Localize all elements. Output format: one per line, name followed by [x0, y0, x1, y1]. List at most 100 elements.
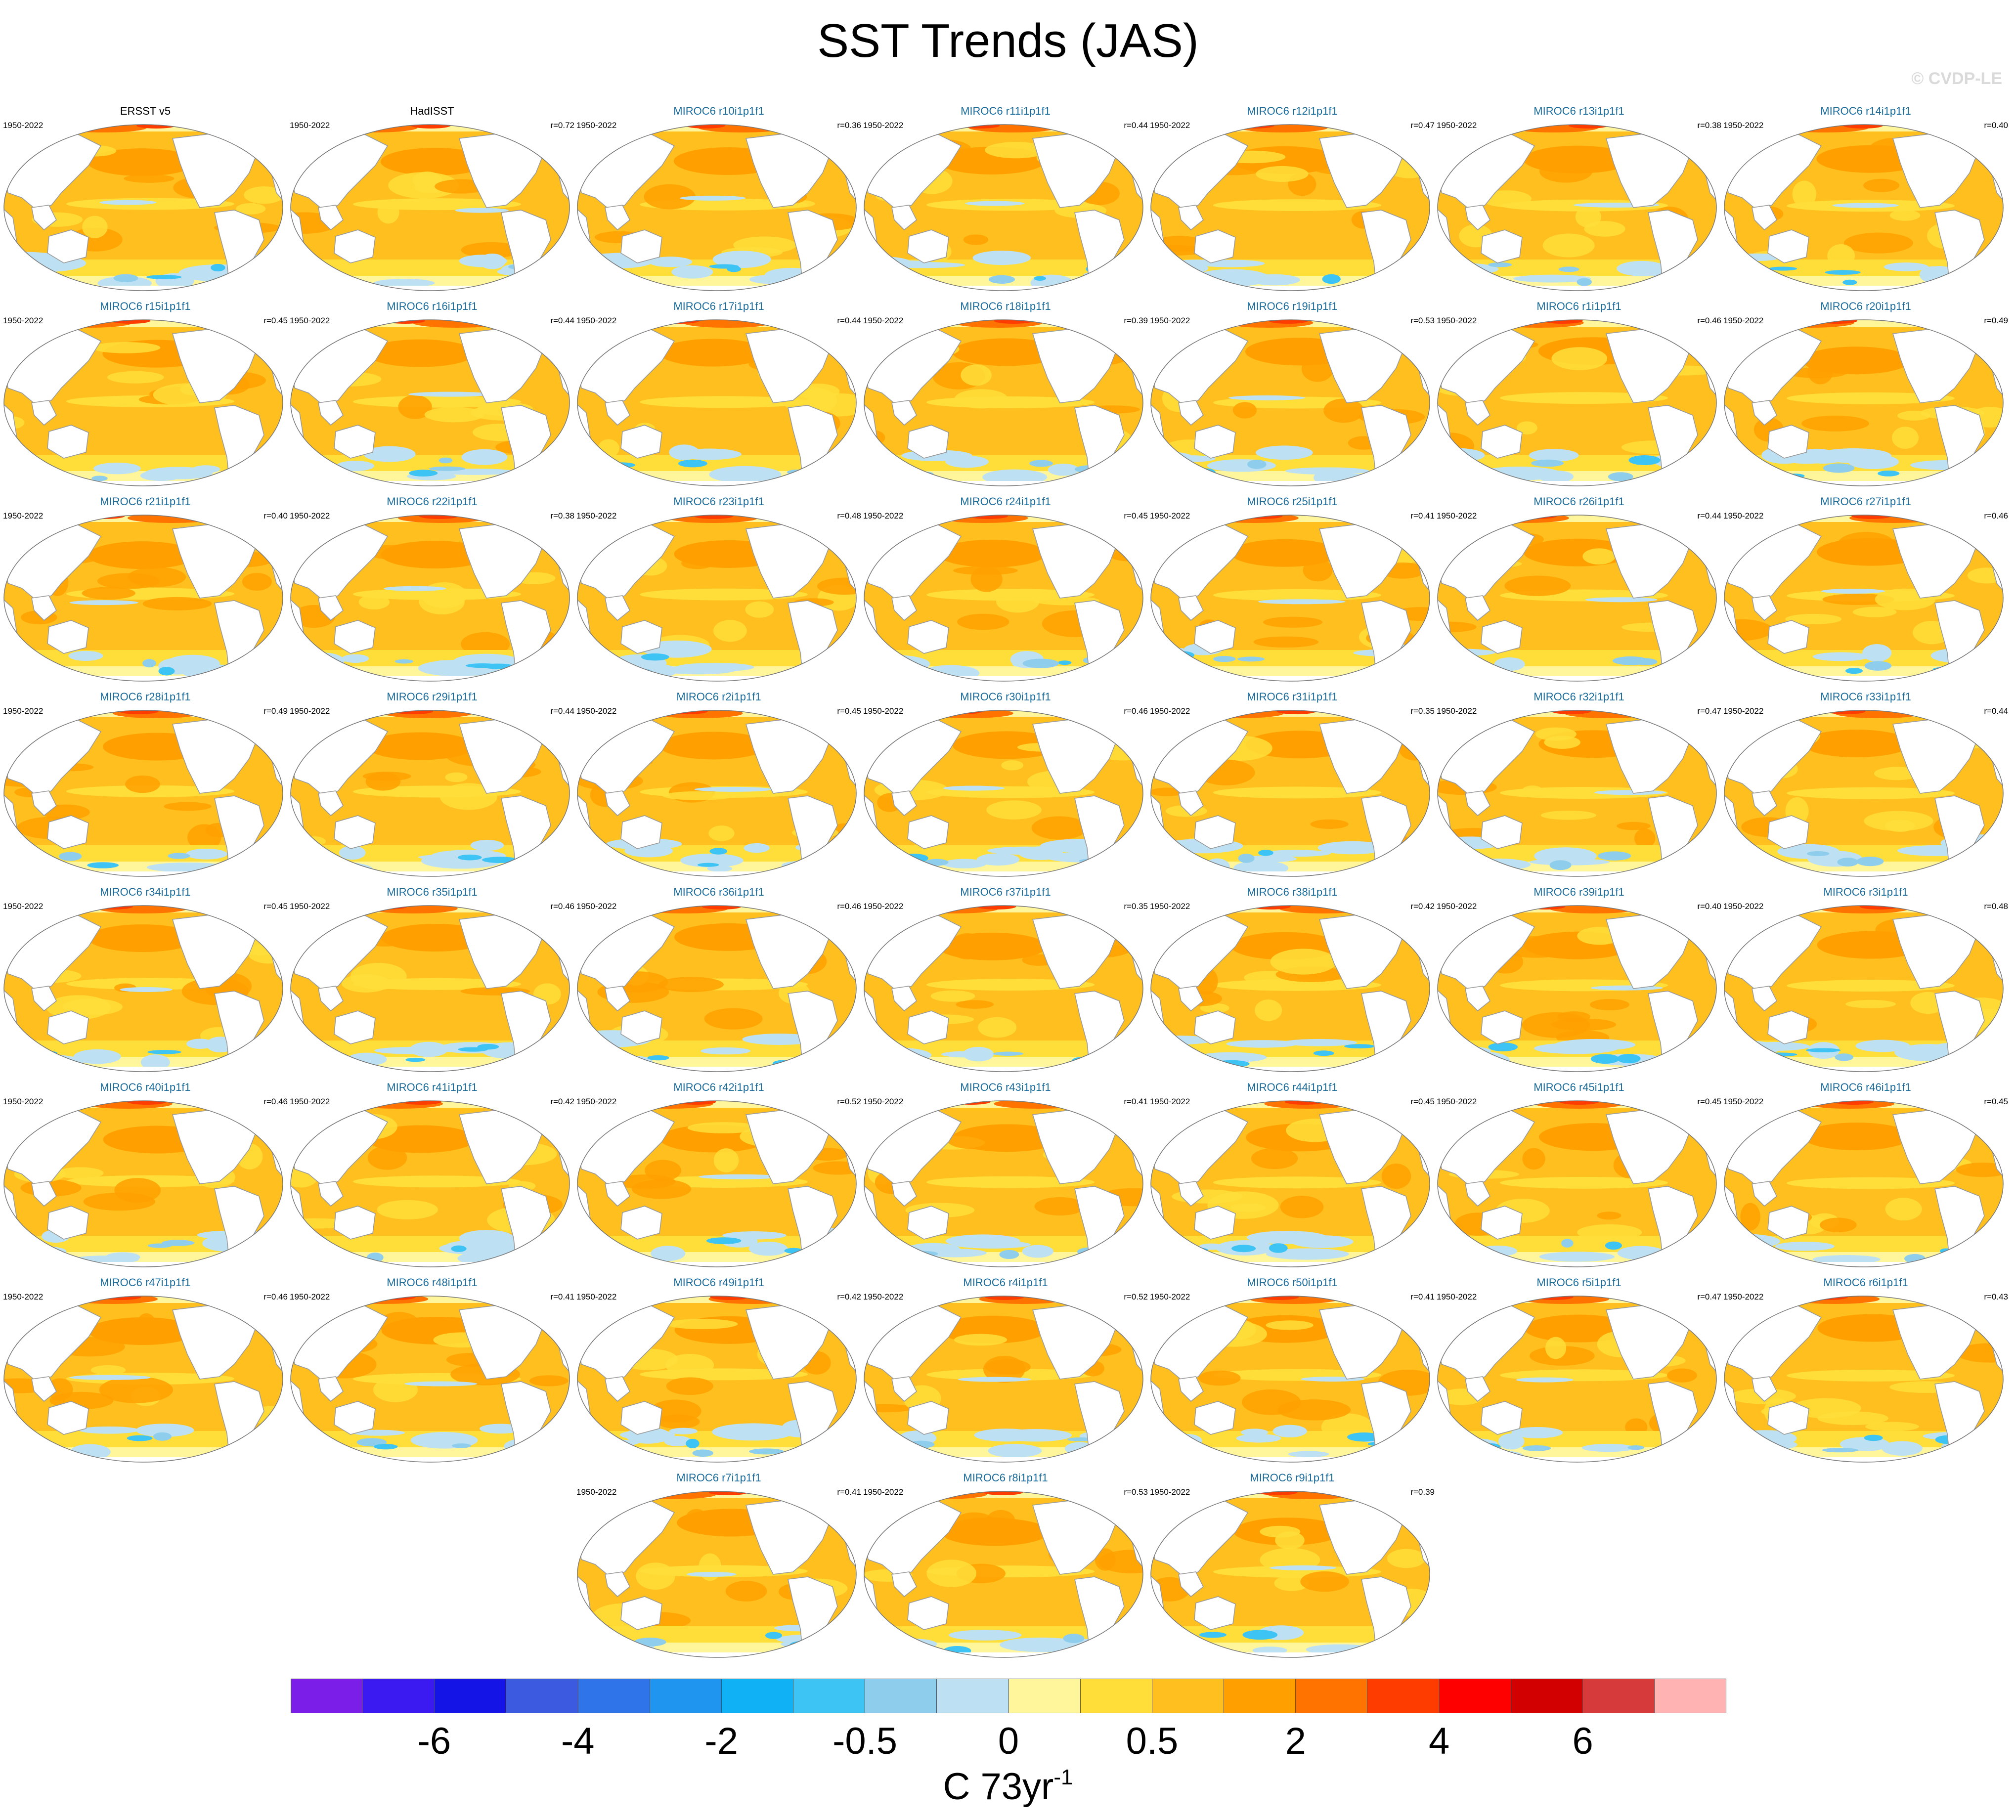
panel-title: MIROC6 r16i1p1f1 [387, 300, 478, 312]
panel-title: MIROC6 r11i1p1f1 [961, 105, 1051, 117]
map-panel: MIROC6 r30i1p1f1 1950-2022 r=0.46 [862, 690, 1149, 880]
sst-trend-map [290, 905, 570, 1072]
panel-correlation: r=0.41 [550, 1292, 574, 1301]
sst-trend-map [1150, 319, 1430, 486]
panel-correlation: r=0.49 [263, 706, 288, 716]
sst-trend-map [577, 515, 857, 682]
panel-correlation: r=0.35 [1410, 706, 1435, 716]
sst-trend-map [3, 124, 283, 291]
panel-title: MIROC6 r49i1p1f1 [673, 1276, 764, 1289]
map-panel: MIROC6 r19i1p1f1 1950-2022 r=0.53 [1149, 299, 1436, 490]
panel-correlation: r=0.36 [837, 121, 861, 130]
panel-period: 1950-2022 [3, 121, 44, 130]
colorbar-swatch [650, 1679, 722, 1713]
panel-correlation: r=0.43 [1984, 1292, 2008, 1301]
map-panel: MIROC6 r50i1p1f1 1950-2022 r=0.41 [1149, 1275, 1436, 1466]
map-panel: MIROC6 r31i1p1f1 1950-2022 r=0.35 [1149, 690, 1436, 880]
panel-title: MIROC6 r39i1p1f1 [1534, 886, 1624, 898]
sst-trend-map [1437, 1296, 1717, 1463]
panel-correlation: r=0.41 [1410, 1292, 1435, 1301]
map-panel: HadISST 1950-2022 r=0.72 [289, 104, 575, 295]
panel-title: MIROC6 r12i1p1f1 [1247, 105, 1338, 117]
panel-period: 1950-2022 [1723, 316, 1764, 325]
panel-correlation: r=0.48 [837, 511, 861, 520]
map-panel: MIROC6 r39i1p1f1 1950-2022 r=0.40 [1436, 885, 1722, 1076]
panel-correlation: r=0.41 [1124, 1097, 1148, 1106]
panel-period: 1950-2022 [290, 511, 330, 520]
panel-period: 1950-2022 [1150, 1487, 1190, 1497]
panel-correlation: r=0.40 [1697, 902, 1721, 911]
sst-trend-map [1437, 905, 1717, 1072]
panel-title: MIROC6 r25i1p1f1 [1247, 495, 1338, 508]
map-panel: MIROC6 r14i1p1f1 1950-2022 r=0.40 [1722, 104, 2009, 295]
panel-title: MIROC6 r34i1p1f1 [100, 886, 191, 898]
panel-title: MIROC6 r47i1p1f1 [100, 1276, 191, 1289]
panel-period: 1950-2022 [863, 1292, 904, 1301]
panel-period: 1950-2022 [576, 902, 617, 911]
colorbar-swatch [506, 1679, 578, 1713]
sst-trend-map [3, 515, 283, 682]
panel-title: MIROC6 r10i1p1f1 [673, 105, 764, 117]
map-panel: MIROC6 r6i1p1f1 1950-2022 r=0.43 [1722, 1275, 2009, 1466]
colorbar-tick-label: 0 [998, 1720, 1019, 1762]
colorbar-swatch [1224, 1679, 1296, 1713]
sst-trend-map [1724, 124, 2004, 291]
sst-trend-map [1724, 1100, 2004, 1267]
map-panel-grid: ERSST v5 1950-2022 HadISST 1950-2022 r=0.72 M… [2, 104, 2009, 1661]
panel-period: 1950-2022 [1723, 1292, 1764, 1301]
panel-period: 1950-2022 [290, 121, 330, 130]
map-panel: MIROC6 r5i1p1f1 1950-2022 r=0.47 [1436, 1275, 1722, 1466]
panel-period: 1950-2022 [1437, 902, 1477, 911]
panel-period: 1950-2022 [863, 902, 904, 911]
panel-correlation: r=0.46 [550, 902, 574, 911]
map-panel: MIROC6 r15i1p1f1 1950-2022 r=0.45 [2, 299, 289, 490]
panel-period: 1950-2022 [863, 316, 904, 325]
panel-title: MIROC6 r32i1p1f1 [1534, 691, 1624, 703]
panel-title: MIROC6 r18i1p1f1 [960, 300, 1051, 312]
sst-trend-map [3, 319, 283, 486]
panel-title: MIROC6 r35i1p1f1 [387, 886, 478, 898]
sst-trend-map [864, 1491, 1143, 1658]
colorbar-units: C 73yr-1 [0, 1765, 2016, 1809]
units-exponent: -1 [1053, 1765, 1073, 1789]
panel-title: MIROC6 r7i1p1f1 [676, 1472, 761, 1484]
sst-trend-map [864, 1296, 1143, 1463]
colorbar-tick-label: -2 [704, 1720, 738, 1762]
panel-correlation: r=0.45 [1984, 1097, 2008, 1106]
map-panel: MIROC6 r21i1p1f1 1950-2022 r=0.40 [2, 494, 289, 685]
panel-title: MIROC6 r19i1p1f1 [1247, 300, 1338, 312]
panel-title: MIROC6 r42i1p1f1 [673, 1081, 764, 1093]
sst-trend-map [1150, 124, 1430, 291]
sst-trend-map [290, 710, 570, 877]
panel-period: 1950-2022 [1437, 706, 1477, 716]
map-panel: MIROC6 r20i1p1f1 1950-2022 r=0.49 [1722, 299, 2009, 490]
map-panel: MIROC6 r25i1p1f1 1950-2022 r=0.41 [1149, 494, 1436, 685]
panel-correlation: r=0.42 [550, 1097, 574, 1106]
colorbar-swatch [1654, 1679, 1726, 1713]
panel-title: MIROC6 r23i1p1f1 [673, 495, 764, 508]
map-panel: MIROC6 r2i1p1f1 1950-2022 r=0.45 [575, 690, 862, 880]
panel-correlation: r=0.44 [1984, 706, 2008, 716]
sst-trend-map [577, 319, 857, 486]
map-panel: MIROC6 r42i1p1f1 1950-2022 r=0.52 [575, 1080, 862, 1271]
sst-trend-map [290, 1100, 570, 1267]
panel-period: 1950-2022 [1437, 121, 1477, 130]
panel-title: MIROC6 r9i1p1f1 [1250, 1472, 1335, 1484]
colorbar-swatch [578, 1679, 650, 1713]
sst-trend-map [864, 905, 1143, 1072]
map-panel: MIROC6 r29i1p1f1 1950-2022 r=0.44 [289, 690, 575, 880]
sst-trend-map [1437, 710, 1717, 877]
map-panel: MIROC6 r17i1p1f1 1950-2022 r=0.44 [575, 299, 862, 490]
panel-correlation: r=0.44 [1124, 121, 1148, 130]
panel-title: MIROC6 r48i1p1f1 [387, 1276, 478, 1289]
panel-correlation: r=0.46 [1984, 511, 2008, 520]
panel-correlation: r=0.47 [1697, 706, 1721, 716]
panel-period: 1950-2022 [1437, 316, 1477, 325]
panel-correlation: r=0.53 [1410, 316, 1435, 325]
panel-period: 1950-2022 [576, 316, 617, 325]
colorbar-swatch [1582, 1679, 1655, 1713]
map-panel: MIROC6 r7i1p1f1 1950-2022 r=0.41 [575, 1471, 862, 1661]
panel-title: MIROC6 r41i1p1f1 [387, 1081, 478, 1093]
panel-correlation: r=0.46 [837, 902, 861, 911]
colorbar-swatch [937, 1679, 1009, 1713]
